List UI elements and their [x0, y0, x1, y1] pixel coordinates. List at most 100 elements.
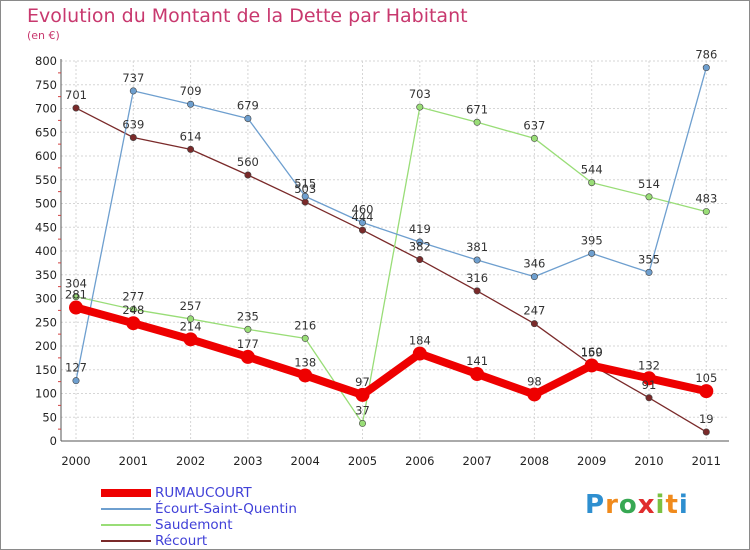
data-point: [473, 256, 481, 264]
data-point: [645, 394, 653, 402]
data-label: 277: [122, 289, 144, 303]
data-point: [645, 193, 653, 201]
data-label: 382: [409, 240, 431, 254]
data-point: [72, 104, 80, 112]
y-tick-label: 100: [35, 387, 57, 401]
data-point: [642, 371, 656, 386]
data-point: [530, 273, 538, 281]
legend-label: Récourt: [155, 533, 208, 549]
data-point: [588, 249, 596, 257]
x-tick-label: 2001: [119, 454, 148, 468]
data-point: [358, 226, 366, 234]
data-point: [129, 305, 137, 313]
data-label: 216: [294, 318, 316, 332]
data-label: 105: [695, 371, 717, 385]
data-label: 637: [523, 118, 545, 132]
logo-letter: o: [618, 490, 638, 520]
data-point: [244, 114, 252, 122]
data-label: 671: [466, 102, 488, 116]
data-label: 444: [352, 210, 374, 224]
data-point: [699, 384, 714, 399]
proxiti-logo: Proxiti: [585, 490, 689, 520]
y-tick-label: 800: [35, 54, 57, 68]
data-label: 639: [122, 117, 144, 131]
data-label: 19: [699, 412, 714, 426]
data-label: 355: [638, 252, 660, 266]
legend-item: Écourt-Saint-Quentin: [101, 501, 361, 517]
data-label: 560: [237, 155, 259, 169]
data-label: 786: [695, 48, 717, 62]
data-label: 483: [695, 192, 717, 206]
data-point: [129, 87, 137, 95]
data-point: [530, 320, 538, 328]
y-tick-label: 150: [35, 363, 57, 377]
legend-swatch: [101, 489, 151, 497]
data-point: [72, 377, 80, 385]
series-line-0: [72, 303, 711, 399]
data-point: [358, 419, 366, 427]
y-tick-label: 600: [35, 149, 57, 163]
data-label: 138: [294, 355, 316, 369]
legend-swatch: [101, 540, 151, 542]
logo-letter: P: [585, 490, 606, 520]
data-point: [126, 316, 141, 331]
data-label: 701: [65, 88, 87, 102]
data-label: 214: [180, 319, 202, 333]
data-point: [412, 346, 427, 361]
data-label: 346: [523, 257, 545, 271]
legend-swatch: [101, 524, 151, 526]
data-point: [72, 293, 80, 301]
data-label: 248: [122, 303, 144, 317]
data-label: 132: [638, 358, 660, 372]
data-point: [298, 368, 313, 383]
data-point: [183, 332, 198, 347]
data-point: [473, 287, 481, 295]
y-tick-label: 250: [35, 315, 57, 329]
y-tick-label: 200: [35, 339, 57, 353]
legend-item: RUMAUCOURT: [101, 485, 361, 501]
data-point: [187, 100, 195, 108]
y-tick-label: 500: [35, 197, 57, 211]
data-label: 737: [122, 71, 144, 85]
chart-subtitle: (en €): [27, 29, 60, 42]
data-point: [187, 145, 195, 153]
data-label: 316: [466, 271, 488, 285]
legend: RUMAUCOURT Écourt-Saint-Quentin Saudemont R…: [101, 485, 361, 549]
data-point: [473, 118, 481, 126]
legend-label: RUMAUCOURT: [155, 485, 252, 501]
data-label: 614: [180, 129, 202, 143]
logo-letter: i: [655, 490, 666, 520]
legend-item: Récourt: [101, 533, 361, 549]
x-tick-label: 2002: [176, 454, 205, 468]
x-tick-label: 2006: [405, 454, 434, 468]
data-label: 281: [65, 288, 87, 302]
data-label: 703: [409, 87, 431, 101]
data-label: 395: [581, 233, 603, 247]
data-point: [584, 358, 599, 373]
x-tick-label: 2008: [520, 454, 549, 468]
data-point: [416, 256, 424, 264]
logo-letter: x: [637, 490, 656, 520]
data-point: [244, 171, 252, 179]
y-tick-label: 550: [35, 173, 57, 187]
x-tick-label: 2011: [692, 454, 721, 468]
data-label: 98: [527, 374, 542, 388]
x-tick-label: 2009: [577, 454, 606, 468]
data-label: 247: [523, 304, 545, 318]
legend-item: Saudemont: [101, 517, 361, 533]
data-label: 127: [65, 361, 87, 375]
logo-letter: i: [678, 490, 689, 520]
y-tick-label: 300: [35, 292, 57, 306]
x-tick-label: 2003: [233, 454, 262, 468]
data-point: [702, 64, 710, 72]
y-tick-label: 350: [35, 268, 57, 282]
data-label: 460: [352, 203, 374, 217]
data-point: [301, 192, 309, 200]
data-label: 160: [581, 345, 603, 359]
data-point: [702, 428, 710, 436]
data-label: 177: [237, 337, 259, 351]
data-label: 257: [180, 299, 202, 313]
y-tick-label: 700: [35, 102, 57, 116]
